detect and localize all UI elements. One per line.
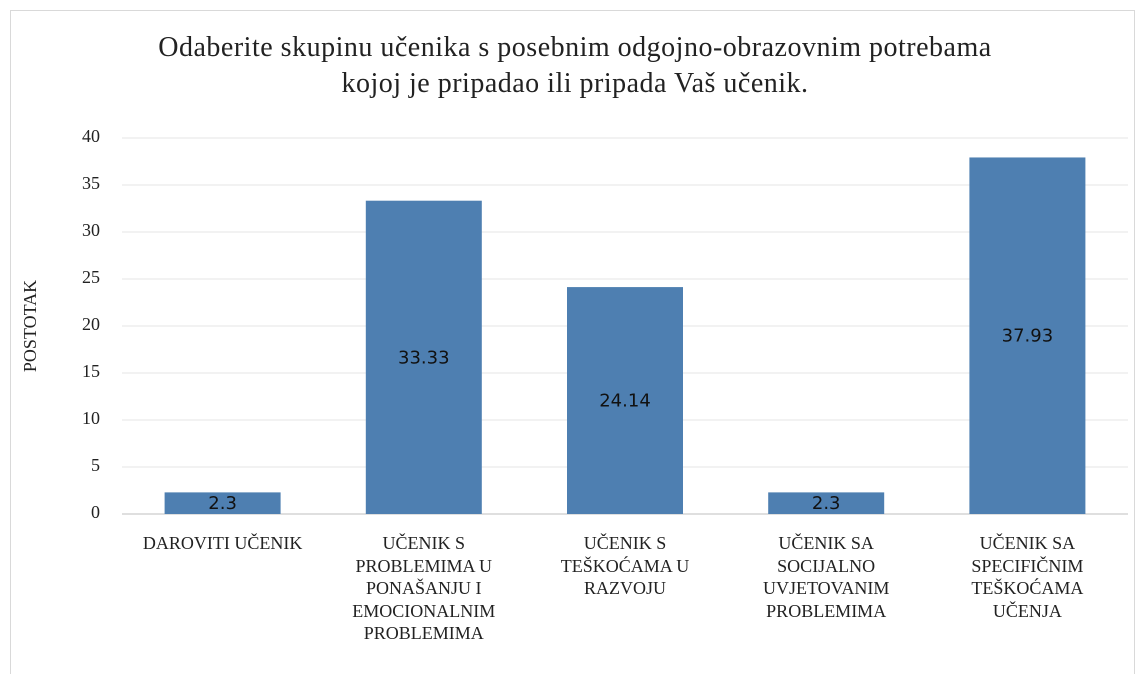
y-tick-label: 15 — [82, 361, 100, 381]
y-tick-label: 10 — [82, 408, 100, 428]
y-tick-label: 20 — [82, 314, 100, 334]
bar — [768, 492, 885, 514]
data-label: 2.3 — [812, 493, 841, 514]
x-tick-label: UČENIK S TEŠKOĆAMA U RAZVOJU — [560, 533, 690, 598]
bar — [164, 492, 281, 514]
x-tick-label: DAROVITI UČENIK — [142, 533, 303, 553]
y-tick-label: 25 — [82, 267, 100, 287]
x-tick-label: UČENIK SA SPECIFIČNIM TEŠKOĆAMA UČENJA — [971, 533, 1084, 621]
data-label: 2.3 — [208, 493, 237, 514]
x-tick-label: UČENIK S PROBLEMIMA U PONAŠANJU I EMOCIO… — [352, 533, 496, 643]
y-tick-label: 40 — [82, 126, 100, 146]
chart-title: Odaberite skupinu učenika s posebnim odg… — [158, 32, 992, 99]
bar — [969, 157, 1086, 514]
x-tick-label: UČENIK SA SOCIJALNO UVJETOVANIM PROBLEMI… — [763, 533, 890, 621]
bar — [365, 200, 482, 514]
y-tick-label: 30 — [82, 220, 100, 240]
bar — [567, 287, 683, 514]
data-label: 37.93 — [1002, 326, 1054, 347]
data-label: 24.14 — [599, 391, 651, 412]
y-tick-label: 0 — [91, 502, 100, 522]
data-label: 33.33 — [398, 347, 450, 368]
y-tick-label: 5 — [91, 455, 100, 475]
y-tick-label: 35 — [82, 173, 100, 193]
chart-frame — [10, 10, 1135, 674]
y-axis-label: POSTOTAK — [20, 280, 40, 372]
